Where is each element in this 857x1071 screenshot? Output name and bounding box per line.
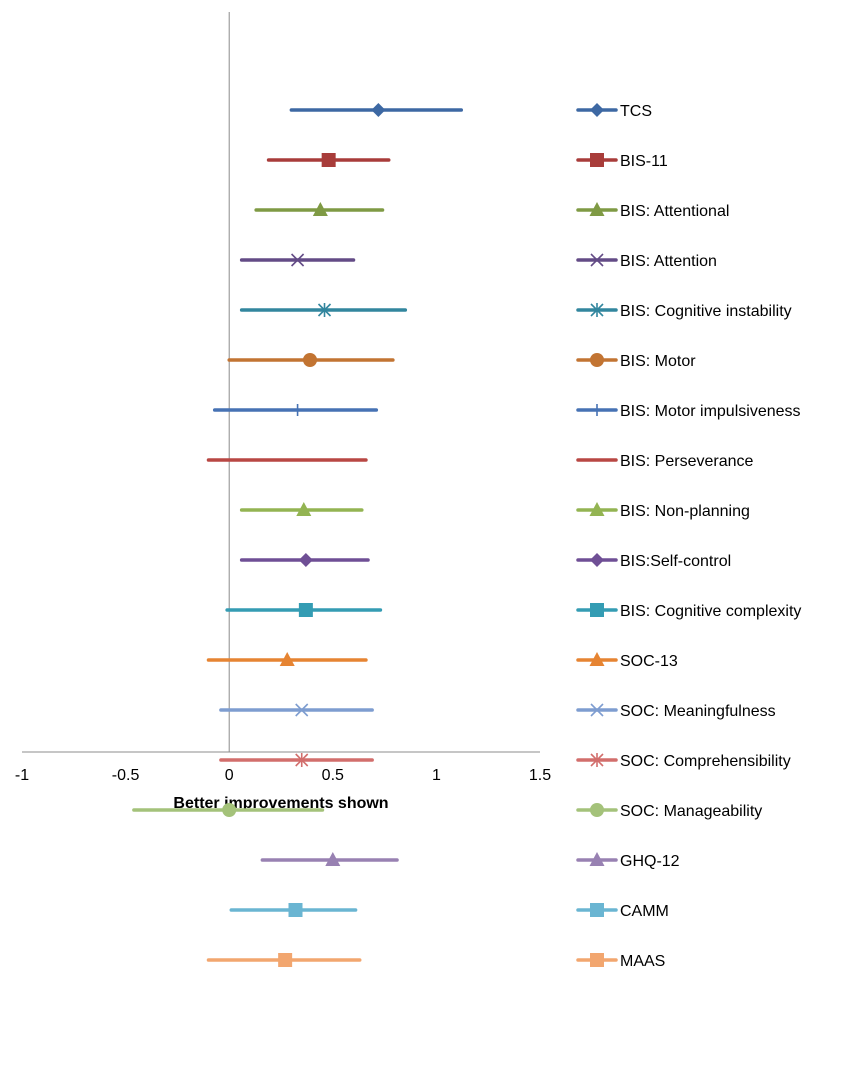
legend-marker: [590, 803, 604, 817]
series-row: [206, 652, 368, 666]
legend-item: SOC: Manageability: [576, 803, 762, 820]
x-tick-label: 0.5: [322, 767, 344, 784]
series-row: [225, 603, 383, 617]
point-estimate-marker: [222, 803, 237, 817]
legend-marker: [590, 303, 604, 317]
point-estimate-marker: [288, 903, 303, 917]
legend: TCS BIS-11 BIS: Attentional BIS: Attention B…: [576, 103, 801, 970]
axes: -1 -0.5 0 0.5 1 1.5 Better improvements shown: [15, 12, 551, 812]
series-row: [239, 303, 408, 317]
legend-item: BIS: Non-planning: [576, 502, 750, 520]
series-row: [239, 253, 356, 267]
legend-item: BIS: Perseverance: [576, 453, 754, 470]
series-row: [229, 903, 358, 917]
legend-item: BIS: Motor impulsiveness: [576, 403, 801, 420]
x-tick-labels: -1 -0.5 0 0.5 1 1.5: [15, 767, 551, 784]
point-estimate-marker: [298, 553, 313, 567]
legend-item: BIS: Cognitive instability: [576, 303, 792, 320]
legend-label: BIS: Attention: [620, 253, 717, 270]
x-tick-label: -0.5: [112, 767, 140, 784]
series-row: [239, 553, 370, 567]
legend-label: BIS: Cognitive instability: [620, 303, 792, 320]
legend-marker: [590, 953, 604, 967]
legend-label: GHQ-12: [620, 853, 680, 870]
series-row: [132, 803, 325, 817]
point-estimate-marker: [325, 852, 341, 866]
point-estimate-marker: [291, 253, 305, 267]
legend-marker: [589, 652, 605, 666]
legend-label: BIS: Non-planning: [620, 503, 750, 520]
series-row: [254, 202, 385, 216]
legend-item: BIS-11: [576, 153, 668, 170]
legend-marker: [589, 202, 605, 216]
legend-item: SOC: Meaningfulness: [576, 703, 776, 720]
legend-item: GHQ-12: [576, 852, 680, 870]
legend-marker: [590, 103, 604, 117]
legend-label: SOC: Manageability: [620, 803, 762, 820]
legend-label: BIS:Self-control: [620, 553, 731, 570]
series-row: [206, 953, 362, 967]
legend-label: BIS-11: [620, 153, 668, 170]
point-estimate-marker: [296, 502, 312, 516]
point-estimate-marker: [295, 703, 309, 717]
legend-item: BIS: Attentional: [576, 202, 729, 220]
point-estimate-marker: [279, 652, 295, 666]
legend-marker: [590, 253, 604, 267]
point-estimate-marker: [321, 153, 336, 167]
legend-marker: [589, 502, 605, 516]
legend-item: BIS: Motor: [576, 353, 696, 370]
point-estimate-marker: [371, 103, 386, 117]
series-row: [260, 852, 399, 866]
legend-item: BIS: Cognitive complexity: [576, 603, 801, 620]
x-tick-label: 1.5: [529, 767, 551, 784]
point-estimate-marker: [278, 953, 293, 967]
point-estimate-marker: [303, 353, 318, 367]
legend-item: CAMM: [576, 903, 669, 920]
legend-item: MAAS: [576, 953, 665, 970]
legend-marker: [590, 903, 604, 917]
legend-item: SOC-13: [576, 652, 678, 670]
legend-marker: [589, 852, 605, 866]
point-estimate-marker: [312, 202, 328, 216]
legend-label: SOC: Meaningfulness: [620, 703, 776, 720]
legend-item: BIS:Self-control: [576, 553, 731, 570]
legend-label: BIS: Motor impulsiveness: [620, 403, 801, 420]
legend-item: TCS: [576, 103, 652, 120]
legend-marker: [590, 553, 604, 567]
series-row: [212, 404, 379, 416]
legend-label: BIS: Attentional: [620, 203, 729, 220]
x-tick-label: 1: [432, 767, 441, 784]
legend-marker: [590, 153, 604, 167]
series-row: [219, 703, 374, 717]
legend-label: MAAS: [620, 953, 665, 970]
legend-label: SOC-13: [620, 653, 678, 670]
legend-marker: [590, 353, 604, 367]
series-row: [289, 103, 464, 117]
point-estimate-marker: [298, 603, 313, 617]
x-tick-label: -1: [15, 767, 29, 784]
legend-label: TCS: [620, 103, 652, 120]
legend-label: BIS: Perseverance: [620, 453, 754, 470]
series-row: [239, 502, 364, 516]
legend-label: SOC: Comprehensibility: [620, 753, 791, 770]
legend-item: SOC: Comprehensibility: [576, 753, 791, 770]
series-row: [219, 753, 374, 767]
legend-marker: [590, 703, 604, 717]
legend-item: BIS: Attention: [576, 253, 717, 270]
legend-marker: [590, 753, 604, 767]
legend-label: BIS: Cognitive complexity: [620, 603, 801, 620]
series-row: [227, 353, 395, 367]
legend-label: CAMM: [620, 903, 669, 920]
x-tick-label: 0: [225, 767, 234, 784]
series-row: [266, 153, 391, 167]
series-group: [132, 103, 464, 967]
point-estimate-marker: [317, 303, 332, 317]
point-estimate-marker: [295, 753, 309, 767]
legend-marker: [590, 603, 604, 617]
legend-label: BIS: Motor: [620, 353, 696, 370]
